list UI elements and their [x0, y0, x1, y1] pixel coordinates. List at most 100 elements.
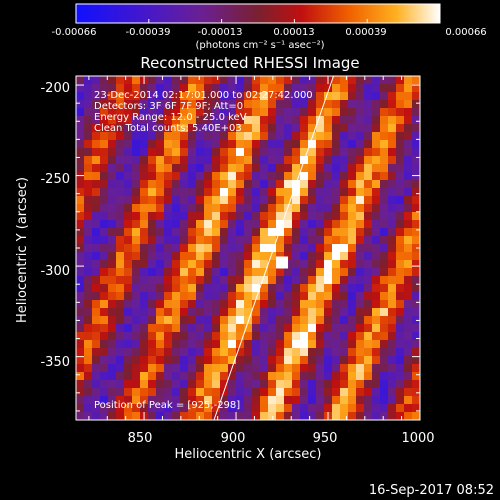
image-pixel [244, 284, 253, 293]
image-pixel [284, 204, 293, 213]
image-pixel [124, 124, 133, 133]
image-pixel [380, 244, 389, 253]
image-pixel [164, 156, 173, 165]
image-pixel [140, 212, 149, 221]
image-pixel [228, 404, 237, 413]
rhessi-image [76, 76, 420, 420]
image-pixel [124, 268, 133, 277]
image-pixel [284, 148, 293, 157]
image-pixel [220, 412, 229, 420]
image-pixel [388, 348, 397, 357]
image-pixel [252, 340, 261, 349]
image-pixel [204, 412, 213, 420]
image-pixel [244, 212, 253, 221]
image-pixel [164, 300, 173, 309]
image-pixel [156, 84, 165, 93]
image-pixel [308, 252, 317, 261]
image-pixel [300, 324, 309, 333]
image-pixel [388, 156, 397, 165]
image-pixel [356, 116, 365, 125]
image-pixel [132, 324, 141, 333]
image-pixel [388, 404, 397, 413]
image-pixel [124, 396, 133, 405]
image-pixel [100, 252, 109, 261]
image-pixel [404, 380, 413, 389]
colorbar: -0.00066 -0.00039 -0.00013 0.00013 0.000… [52, 3, 487, 51]
image-pixel [116, 300, 125, 309]
image-pixel [292, 172, 301, 181]
image-pixel [212, 260, 221, 269]
image-pixel [220, 76, 229, 85]
image-pixel [252, 172, 261, 181]
image-pixel [292, 140, 301, 149]
image-pixel [356, 276, 365, 285]
image-pixel [404, 204, 413, 213]
image-pixel [180, 220, 189, 229]
image-pixel [276, 348, 285, 357]
image-pixel [228, 292, 237, 301]
image-pixel [132, 132, 141, 141]
image-pixel [324, 108, 333, 117]
image-pixel [276, 268, 285, 277]
image-pixel [164, 76, 173, 85]
image-pixel [364, 324, 373, 333]
image-pixel [372, 140, 381, 149]
image-pixel [164, 140, 173, 149]
image-pixel [172, 388, 181, 397]
image-pixel [92, 116, 101, 125]
image-pixel [76, 348, 85, 357]
image-pixel [412, 404, 420, 413]
image-pixel [244, 228, 253, 237]
image-pixel [388, 188, 397, 197]
image-pixel [108, 332, 117, 341]
image-pixel [236, 260, 245, 269]
image-pixel [228, 76, 237, 85]
image-pixel [148, 412, 157, 420]
image-pixel [316, 172, 325, 181]
image-pixel [156, 356, 165, 365]
image-pixel [228, 220, 237, 229]
image-pixel [164, 324, 173, 333]
image-pixel [364, 76, 373, 85]
image-pixel [92, 164, 101, 173]
image-pixel [284, 396, 293, 405]
image-pixel [156, 212, 165, 221]
image-pixel [116, 164, 125, 173]
image-pixel [252, 356, 261, 365]
image-pixel [292, 412, 301, 420]
image-pixel [332, 404, 341, 413]
image-pixel [364, 332, 373, 341]
image-pixel [260, 100, 269, 109]
image-pixel [300, 204, 309, 213]
image-pixel [220, 188, 229, 197]
image-pixel [100, 316, 109, 325]
image-pixel [388, 124, 397, 133]
image-pixel [92, 404, 101, 413]
image-pixel [188, 404, 197, 413]
image-pixel [292, 244, 301, 253]
image-pixel [76, 100, 85, 109]
image-pixel [324, 364, 333, 373]
image-pixel [164, 188, 173, 197]
image-pixel [148, 364, 157, 373]
image-pixel [252, 364, 261, 373]
image-pixel [316, 116, 325, 125]
image-pixel [156, 148, 165, 157]
image-pixel [140, 356, 149, 365]
image-pixel [116, 76, 125, 85]
image-pixel [172, 244, 181, 253]
image-pixel [188, 212, 197, 221]
image-pixel [364, 204, 373, 213]
image-pixel [92, 348, 101, 357]
image-pixel [300, 388, 309, 397]
image-pixel [108, 116, 117, 125]
image-pixel [284, 172, 293, 181]
image-pixel [252, 124, 261, 133]
image-pixel [260, 388, 269, 397]
image-pixel [284, 116, 293, 125]
image-pixel [308, 124, 317, 133]
image-pixel [316, 92, 325, 101]
image-pixel [340, 188, 349, 197]
image-pixel [380, 396, 389, 405]
image-pixel [380, 316, 389, 325]
